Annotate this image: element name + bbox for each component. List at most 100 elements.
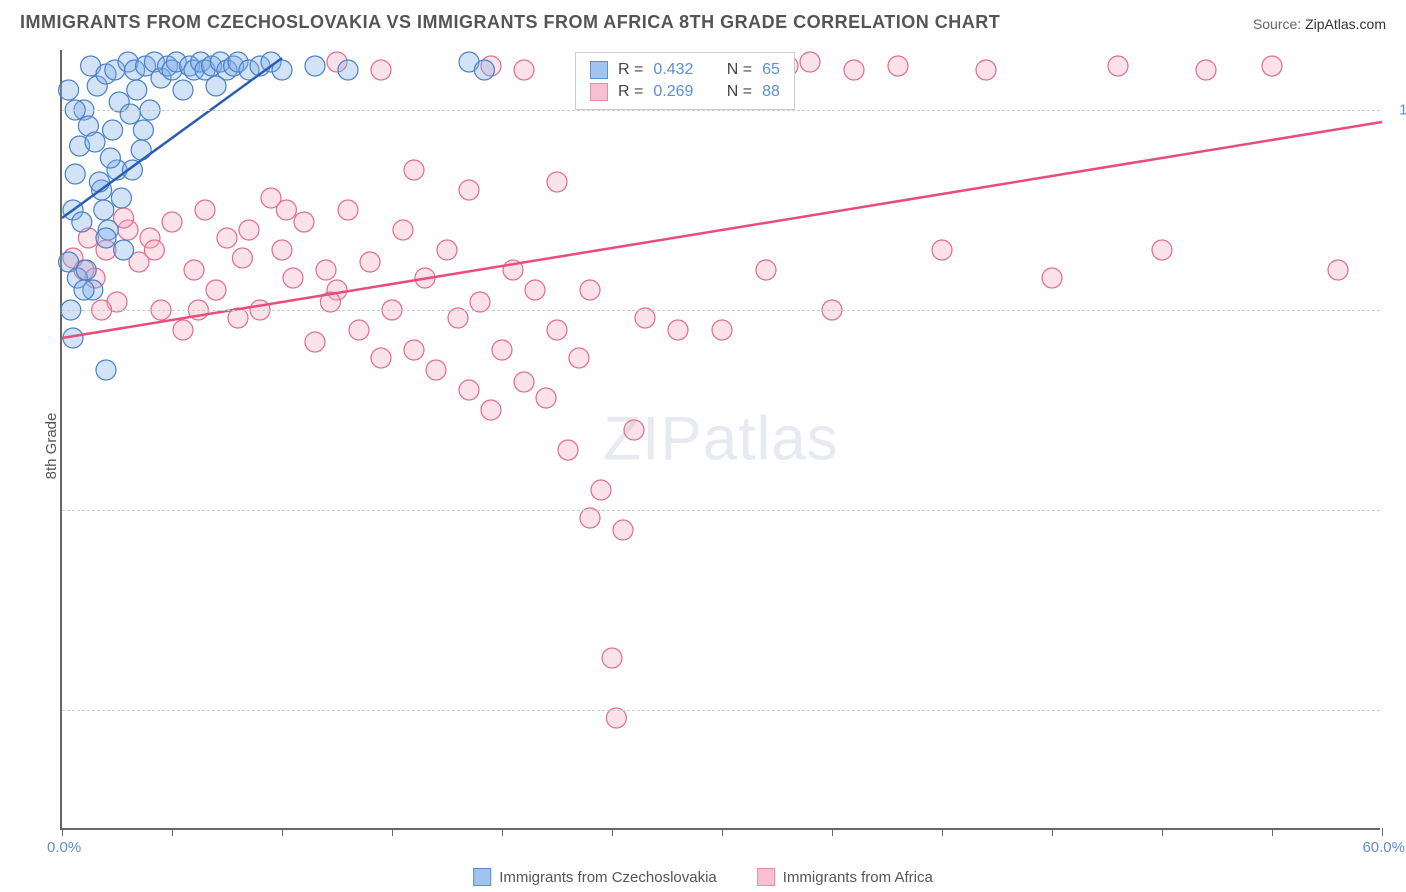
- data-point: [474, 60, 494, 80]
- y-tick-label: 100.0%: [1390, 102, 1406, 119]
- data-point: [272, 240, 292, 260]
- data-point: [547, 172, 567, 192]
- data-point: [492, 340, 512, 360]
- data-point: [114, 240, 134, 260]
- data-point: [76, 260, 96, 280]
- x-tick: [832, 828, 833, 836]
- correlation-legend: R = 0.432 N = 65 R = 0.269 N = 88: [575, 52, 795, 110]
- data-point: [294, 212, 314, 232]
- legend-swatch: [590, 61, 608, 79]
- gridline: [62, 310, 1380, 311]
- data-point: [195, 200, 215, 220]
- data-point: [470, 292, 490, 312]
- data-point: [162, 212, 182, 232]
- data-point: [558, 440, 578, 460]
- y-tick-label: 90.0%: [1390, 502, 1406, 519]
- y-axis-title: 8th Grade: [43, 413, 60, 480]
- x-tick: [1272, 828, 1273, 836]
- data-point: [276, 200, 296, 220]
- data-point: [173, 80, 193, 100]
- data-point: [1328, 260, 1348, 280]
- x-tick: [502, 828, 503, 836]
- data-point: [976, 60, 996, 80]
- y-tick-label: 85.0%: [1390, 702, 1406, 719]
- data-point: [206, 280, 226, 300]
- data-point: [111, 188, 131, 208]
- data-point: [74, 280, 94, 300]
- data-point: [514, 60, 534, 80]
- gridline: [62, 110, 1380, 111]
- legend-swatch: [590, 83, 608, 101]
- data-point: [305, 56, 325, 76]
- data-point: [1108, 56, 1128, 76]
- data-point: [426, 360, 446, 380]
- data-point: [127, 80, 147, 100]
- data-point: [404, 340, 424, 360]
- data-point: [624, 420, 644, 440]
- r-value: 0.269: [653, 83, 693, 101]
- n-label: N =: [727, 83, 752, 101]
- data-point: [283, 268, 303, 288]
- x-tick-label-first: 0.0%: [47, 839, 81, 856]
- data-point: [547, 320, 567, 340]
- data-point: [602, 648, 622, 668]
- data-point: [1196, 60, 1216, 80]
- data-point: [72, 212, 92, 232]
- source-label: Source:: [1253, 16, 1301, 32]
- x-tick: [1052, 828, 1053, 836]
- data-point: [239, 220, 259, 240]
- data-point: [316, 260, 336, 280]
- data-point: [96, 360, 116, 380]
- legend-label: Immigrants from Czechoslovakia: [499, 869, 717, 886]
- chart-title: IMMIGRANTS FROM CZECHOSLOVAKIA VS IMMIGR…: [20, 12, 1000, 33]
- x-tick: [282, 828, 283, 836]
- source-value: ZipAtlas.com: [1305, 16, 1386, 32]
- correlation-legend-row: R = 0.432 N = 65: [590, 59, 780, 81]
- data-point: [536, 388, 556, 408]
- plot-svg: [62, 50, 1380, 828]
- data-point: [120, 104, 140, 124]
- chart-container: IMMIGRANTS FROM CZECHOSLOVAKIA VS IMMIGR…: [0, 0, 1406, 892]
- data-point: [96, 228, 116, 248]
- data-point: [349, 320, 369, 340]
- data-point: [932, 240, 952, 260]
- source-attribution: Source: ZipAtlas.com: [1253, 16, 1386, 32]
- data-point: [569, 348, 589, 368]
- data-point: [94, 200, 114, 220]
- n-value: 88: [762, 83, 780, 101]
- data-point: [525, 280, 545, 300]
- data-point: [580, 508, 600, 528]
- data-point: [1262, 56, 1282, 76]
- data-point: [606, 708, 626, 728]
- data-point: [580, 280, 600, 300]
- x-tick: [1382, 828, 1383, 836]
- data-point: [184, 260, 204, 280]
- legend-item: Immigrants from Czechoslovakia: [473, 868, 717, 886]
- x-tick: [172, 828, 173, 836]
- data-point: [360, 252, 380, 272]
- r-label: R =: [618, 83, 643, 101]
- data-point: [844, 60, 864, 80]
- data-point: [232, 248, 252, 268]
- data-point: [1042, 268, 1062, 288]
- data-point: [613, 520, 633, 540]
- data-point: [448, 308, 468, 328]
- data-point: [173, 320, 193, 340]
- legend-label: Immigrants from Africa: [783, 869, 933, 886]
- data-point: [481, 400, 501, 420]
- n-value: 65: [762, 61, 780, 79]
- data-point: [131, 140, 151, 160]
- x-tick: [62, 828, 63, 836]
- x-tick: [942, 828, 943, 836]
- data-point: [338, 200, 358, 220]
- correlation-legend-row: R = 0.269 N = 88: [590, 81, 780, 103]
- r-label: R =: [618, 61, 643, 79]
- data-point: [635, 308, 655, 328]
- data-point: [217, 228, 237, 248]
- n-label: N =: [727, 61, 752, 79]
- data-point: [800, 52, 820, 72]
- x-tick: [612, 828, 613, 836]
- data-point: [437, 240, 457, 260]
- data-point: [371, 348, 391, 368]
- legend-item: Immigrants from Africa: [757, 868, 933, 886]
